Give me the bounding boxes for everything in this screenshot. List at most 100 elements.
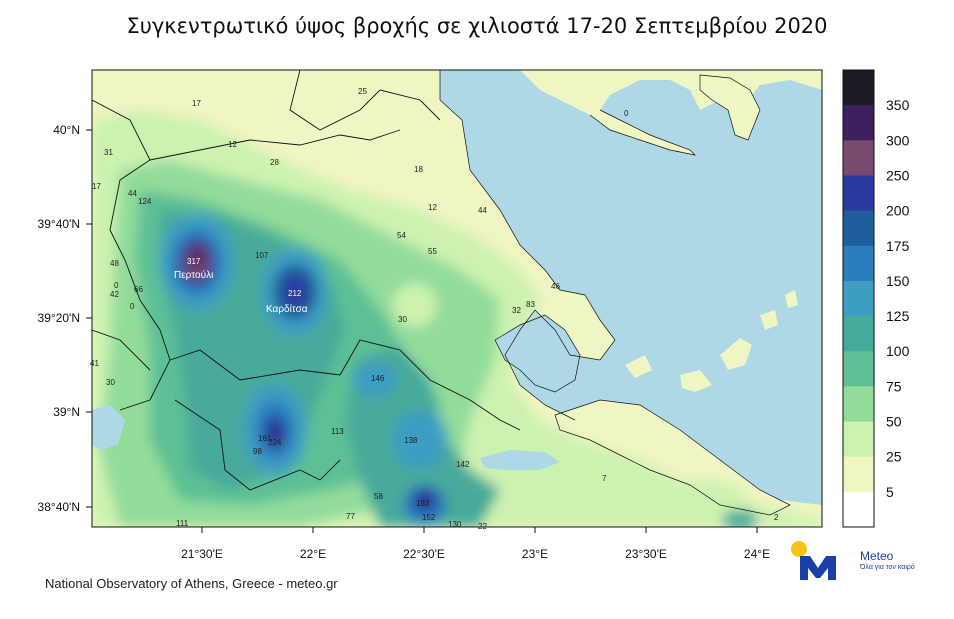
meteo-m-icon — [800, 556, 836, 580]
pagasitikos-gulf — [495, 315, 580, 392]
map-title: Συγκεντρωτικό ύψος βροχής σε χιλιοστά 17… — [126, 14, 828, 38]
island — [680, 370, 712, 392]
colorbar-swatch — [843, 421, 874, 458]
station-value: 44 — [478, 206, 487, 215]
region-borders — [92, 70, 521, 491]
station-value: 42 — [110, 290, 119, 299]
logo-slogan: Όλα για τον καιρό — [860, 564, 915, 571]
lat-label: 38°40'N — [38, 500, 80, 514]
rain-contours — [92, 110, 822, 527]
corinthian-gulf-strip — [92, 405, 125, 450]
station-value: 28 — [270, 158, 279, 167]
colorbar-tick-label: 300 — [886, 132, 910, 148]
colorbar-swatch — [843, 280, 874, 317]
station-value: 66 — [134, 285, 143, 294]
lat-label: 39°20'N — [38, 311, 80, 325]
place-labels: 317 Περτούλι 212 Καρδίτσα — [174, 257, 308, 315]
station-value: 0 — [624, 109, 629, 118]
station-value: 12 — [228, 140, 237, 149]
colorbar-tick-label: 175 — [886, 238, 910, 254]
colorbar-swatch — [843, 245, 874, 282]
station-value: 142 — [456, 460, 470, 469]
island — [720, 338, 752, 370]
lat-label: 40°N — [53, 123, 80, 137]
colorbar-tick-label: 125 — [886, 308, 910, 324]
station-value: 124 — [138, 197, 152, 206]
colorbar-swatch — [843, 175, 874, 212]
colorbar-tick-label: 200 — [886, 203, 910, 219]
station-value: 41 — [90, 359, 99, 368]
lon-label: 23°30'E — [625, 547, 667, 561]
station-value: 2 — [774, 513, 779, 522]
lon-label: 23°E — [522, 547, 548, 561]
place-pertouli: Περτούλι — [174, 269, 213, 281]
lon-label: 21°30'E — [181, 547, 223, 561]
sun-icon — [791, 541, 807, 557]
station-value: 107 — [255, 251, 269, 260]
island — [785, 290, 798, 308]
station-value: 113 — [331, 427, 344, 436]
colorbar-swatch — [843, 316, 874, 352]
station-value: 17 — [192, 99, 201, 108]
colorbar-swatch — [843, 456, 874, 493]
station-value: 46 — [551, 282, 560, 291]
station-value: 12 — [428, 203, 437, 212]
colorbar-swatch — [843, 351, 874, 387]
colorbar-tick-label: 100 — [886, 343, 910, 359]
longitude-axis: 21°30'E 22°E 22°30'E 23°E 23°30'E 24°E — [181, 527, 770, 561]
colorbar-tick-label: 150 — [886, 273, 910, 289]
colorbar-tick-label: 75 — [886, 378, 902, 394]
map-frame — [91, 69, 823, 528]
place-karditsa: Καρδίτσα — [266, 303, 308, 315]
station-value: 224 — [268, 438, 282, 447]
station-value: 17 — [92, 182, 101, 191]
station-value: 77 — [346, 512, 355, 521]
colorbar-swatch — [843, 386, 874, 423]
colorbar-frame — [842, 69, 875, 528]
peak-value-pertouli: 317 — [187, 257, 201, 266]
peak-value-karditsa: 212 — [288, 289, 302, 298]
lon-label: 24°E — [744, 547, 770, 561]
station-value: 55 — [428, 247, 437, 256]
colorbar-tick-label: 250 — [886, 167, 910, 183]
colorbar: 350 300 250 200 175 150 125 100 75 50 25 5 — [842, 69, 910, 528]
colorbar-swatch — [843, 70, 874, 106]
station-value: 30 — [106, 378, 115, 387]
lon-label: 22°E — [300, 547, 326, 561]
station-value: 183 — [416, 499, 430, 508]
station-value: 30 — [398, 315, 407, 324]
colorbar-swatch — [843, 210, 874, 247]
station-value: 161 — [258, 434, 272, 443]
station-value: 0 — [130, 302, 135, 311]
colorbar-swatch — [843, 491, 874, 528]
station-value: 54 — [397, 231, 406, 240]
station-value: 44 — [128, 189, 137, 198]
lat-label: 39°40'N — [38, 217, 80, 231]
colorbar-swatch — [843, 140, 874, 176]
colorbar-tick-label: 350 — [886, 97, 910, 113]
lon-label: 22°30'E — [403, 547, 445, 561]
station-value: 83 — [526, 300, 535, 309]
station-value: 58 — [374, 492, 383, 501]
station-value: 98 — [253, 447, 262, 456]
station-value: 138 — [404, 436, 418, 445]
colorbar-tick-label: 25 — [886, 449, 902, 465]
colorbar-tick-label: 5 — [886, 484, 894, 500]
station-value: 18 — [414, 165, 423, 174]
latitude-axis: 40°N 39°40'N 39°20'N 39°N 38°40'N — [38, 123, 92, 514]
station-value: 146 — [371, 374, 385, 383]
credit-text: National Observatory of Athens, Greece -… — [45, 576, 338, 591]
station-value: 0 — [114, 281, 119, 290]
station-value: 130 — [448, 520, 462, 529]
island — [625, 355, 652, 378]
lat-label: 39°N — [53, 405, 80, 419]
logo-name: Meteo — [860, 549, 894, 563]
meteo-logo[interactable] — [790, 538, 930, 588]
station-value: 25 — [358, 87, 367, 96]
island — [760, 310, 778, 330]
maliakos-gulf — [480, 450, 560, 470]
station-value: 7 — [602, 474, 607, 483]
station-value: 48 — [110, 259, 119, 268]
colorbar-swatch — [843, 105, 874, 141]
map-area — [92, 70, 822, 527]
